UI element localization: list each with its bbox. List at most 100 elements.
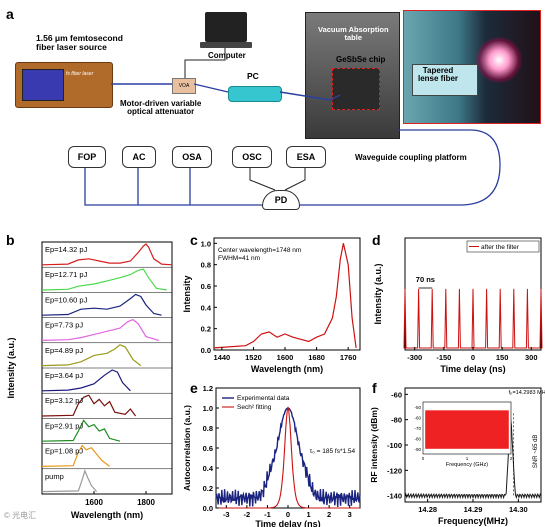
computer-icon [205, 12, 247, 42]
panel-b-letter: b [6, 232, 15, 248]
spectrum-label-6: Ep=3.12 pJ [45, 396, 83, 405]
spectrum-label-3: Ep=7.73 pJ [45, 321, 83, 330]
platform-label: Waveguide coupling platform [355, 153, 467, 162]
panel-f-inset-xtick-label-0: 0 [422, 456, 425, 461]
watermark: © 光电汇 [4, 511, 37, 520]
panel-e-xtick-label-6: 3 [348, 510, 352, 519]
panel-d-xtick-label-1: -150 [436, 353, 451, 362]
panel-c-xtick-label-4: 1760 [340, 353, 357, 362]
panel-b-ylabel: Intensity (a.u.) [6, 337, 16, 398]
panel-c-xtick-label-2: 1600 [277, 353, 294, 362]
panel-e-letter: e [190, 380, 198, 396]
panel-f-inset-ytick-label-2: -70 [414, 426, 421, 431]
spectrum-line-5 [41, 369, 131, 392]
pc-device [228, 86, 282, 102]
spectrum-label-7: Ep=2.91 pJ [45, 421, 83, 430]
panel-d-letter: d [372, 232, 381, 248]
panel-e-xtick-label-0: -3 [223, 510, 230, 519]
panel-c-letter: c [190, 232, 198, 248]
panel-d-chart: 70 ns after the filter -300 -150 0 150 300 Inte… [373, 237, 543, 374]
panel-f-inset-xtick-label-1: 1 [466, 456, 469, 461]
panel-f-ytick-label-4: -140 [387, 492, 402, 501]
panel-a-connections [84, 48, 501, 206]
chip-region [332, 68, 380, 110]
panel-f-ytick-label-3: -120 [387, 466, 402, 475]
pc-label: PC [247, 71, 259, 81]
panel-f-xtick-label-1: 14.29 [464, 505, 483, 514]
laser-source-label: 1.56 μm femtosecond fiber laser source [36, 33, 123, 52]
computer-cable [184, 48, 226, 78]
panel-f-peak-annotation: fₚ=14.2983 MHz [509, 390, 545, 396]
panel-d-period-label: 70 ns [416, 275, 435, 284]
panel-e-ytick-label-6: 1.2 [203, 384, 213, 393]
panel-f-inset-xtick-label-2: 2 [510, 456, 513, 461]
panel-b-xtick-label-1: 1800 [137, 498, 155, 507]
laser-source-device: fs fiber laser [15, 62, 113, 108]
computer-keyboard [200, 42, 252, 48]
laser-glow [476, 37, 522, 83]
panel-f-inset-xlabel: Frequency (GHz) [446, 462, 488, 468]
panel-e-ytick-label-0: 0.0 [203, 504, 213, 513]
panel-f-snr-annotation: SNR ~65 dB [533, 435, 539, 469]
spectrum-label-1: Ep=12.71 pJ [45, 270, 88, 279]
panel-e-pulse-width: τ₀ = 185 fs*1.54 [310, 448, 356, 455]
spectrum-label-4: Ep=4.89 pJ [45, 346, 83, 355]
panel-c-ytick-label-0: 0.0 [201, 346, 211, 355]
panel-e-ylabel: Autocorrelation (a.u.) [182, 405, 192, 491]
panel-f-inset-ytick-label-4: -90 [414, 447, 421, 452]
panel-c-spectrum-line [213, 243, 357, 349]
photodetector: PD [262, 190, 300, 210]
panel-d-pulse-train [403, 288, 543, 349]
panel-a-letter: a [6, 6, 14, 22]
panel-d-xtick-label-3: 150 [496, 353, 509, 362]
panel-e-experimental-line [215, 407, 361, 507]
panel-e-xtick-label-5: 2 [327, 510, 331, 519]
panel-e-ytick-label-3: 0.6 [203, 444, 213, 453]
panel-c-xtick-label-3: 1680 [308, 353, 325, 362]
instrument-esa: ESA [286, 146, 326, 168]
panel-e-legend-exp: Experimental data [237, 395, 290, 402]
panel-d-ylabel: Intensity (a.u.) [373, 263, 383, 324]
instrument-fop: FOP [68, 146, 106, 168]
spectrum-label-9: pump [45, 472, 64, 481]
panel-e-xtick-label-1: -2 [244, 510, 251, 519]
chip-label: GeSbSe chip [336, 55, 386, 64]
panel-f-ytick-label-2: -100 [387, 441, 402, 450]
line-osc [249, 168, 276, 191]
line-esa [284, 168, 306, 191]
panel-c-ytick-label-1: 0.2 [201, 325, 211, 334]
panel-d-xtick-label-4: 300 [525, 353, 538, 362]
fiber-line-3 [279, 91, 341, 101]
spectrum-line-8 [41, 444, 110, 467]
panel-f-inset-ytick-label-0: -50 [414, 405, 421, 410]
attenuator-label: Motor-driven variable optical attenuator [120, 99, 202, 117]
panel-c-ytick-label-2: 0.4 [201, 303, 212, 312]
instrument-osa: OSA [172, 146, 212, 168]
laser-screen [22, 69, 64, 101]
panel-f-inset-ytick-label-1: -60 [414, 416, 421, 421]
fiber-label-box [412, 64, 478, 96]
spectrum-line-6 [41, 394, 137, 417]
panel-c-annotation-fwhm: FWHM=41 nm [218, 255, 260, 262]
panel-c-ytick-label-4: 0.8 [201, 261, 211, 270]
panel-e-xlabel: Time delay (ns) [255, 519, 320, 527]
panel-c-ylabel: Intensity [182, 275, 192, 312]
panel-f-chart: fₚ=14.2983 MHz SNR ~65 dB -60 -80 -100 -120 -1… [369, 387, 545, 526]
panel-b-chart: Ep=14.32 pJ Ep=12.71 pJ Ep=10.60 pJ Ep=7.73… [6, 241, 173, 520]
instrument-ac: AC [122, 146, 156, 168]
panel-f-ytick-label-0: -60 [391, 390, 402, 399]
spectrum-line-2 [41, 293, 162, 316]
fiber-label: Tapered lense fiber [418, 66, 459, 84]
panel-c-frame [213, 237, 361, 351]
spectrum-line-1 [41, 268, 167, 291]
coupling-platform-photo [305, 12, 400, 139]
panel-f-xtick-label-0: 14.28 [418, 505, 437, 514]
panel-d-legend-box [466, 240, 540, 253]
panel-c-ytick-label-3: 0.6 [201, 282, 211, 291]
spectrum-line-0 [41, 243, 173, 266]
spectrum-line-3 [41, 318, 160, 341]
panel-d-xtick-label-2: 0 [471, 353, 475, 362]
spectrum-line-4 [41, 344, 142, 367]
panel-f-ytick-label-1: -80 [391, 416, 402, 425]
panel-f-inset-fill [425, 410, 509, 449]
